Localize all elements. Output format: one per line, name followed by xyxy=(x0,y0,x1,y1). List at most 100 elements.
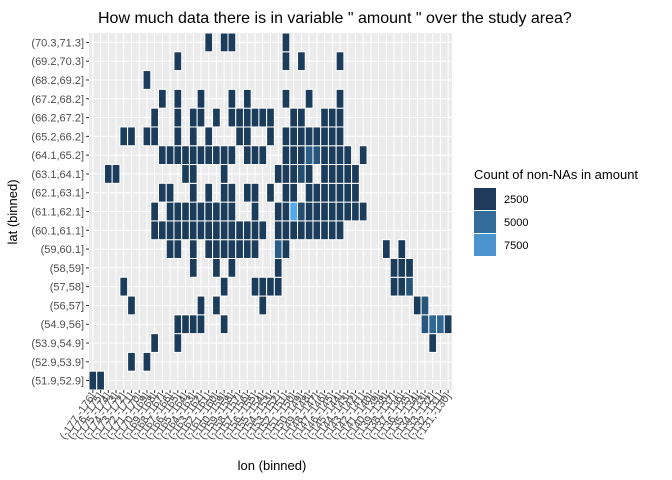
heatmap-tile xyxy=(273,276,283,297)
heatmap-tile xyxy=(281,88,291,109)
heatmap-tile xyxy=(312,220,322,241)
heatmap-tile xyxy=(219,145,229,166)
y-tick-label: (58,59] xyxy=(50,263,84,275)
heatmap-tile xyxy=(289,126,299,147)
heatmap-tile xyxy=(188,314,198,335)
heatmap-tile xyxy=(158,88,167,109)
legend-label: 2500 xyxy=(504,194,528,206)
heatmap-tile xyxy=(196,107,206,128)
heatmap-tile xyxy=(212,257,221,278)
heatmap-tile xyxy=(320,220,329,241)
heatmap-tile xyxy=(235,239,244,259)
heatmap-tile xyxy=(181,201,190,222)
heatmap-tile xyxy=(250,182,260,203)
heatmap-tile xyxy=(227,182,237,203)
heatmap-tile xyxy=(227,107,237,128)
heatmap-tile xyxy=(289,107,299,128)
heatmap-tile xyxy=(304,201,314,222)
heatmap-tile xyxy=(335,107,345,128)
heatmap-tile xyxy=(335,201,345,222)
chart-title: How much data there is in variable " amo… xyxy=(98,10,572,27)
heatmap-tile xyxy=(196,145,206,166)
heatmap-tile xyxy=(358,145,368,166)
heatmap-tile xyxy=(250,107,260,128)
heatmap-tile xyxy=(204,182,214,203)
x-axis-title: lon (binned) xyxy=(238,458,307,473)
heatmap-tile xyxy=(343,182,353,203)
heatmap-tile xyxy=(242,107,252,128)
heatmap-tile xyxy=(312,126,322,147)
heatmap-tile xyxy=(173,314,183,335)
heatmap-tile xyxy=(150,201,160,222)
heatmap-tile xyxy=(188,107,198,128)
legend: Count of non-NAs in amount 2500 5000 7500 xyxy=(474,167,638,256)
y-axis-ticks: (51.9,52.9] (52.9,53.9] (53.9,54.9] (54.9,5… xyxy=(31,37,89,388)
heatmap-tile xyxy=(297,51,306,72)
legend-label: 7500 xyxy=(504,240,528,252)
heatmap-tile xyxy=(327,201,337,222)
y-tick-label: (65.2,66.2] xyxy=(31,131,84,143)
heatmap-tile xyxy=(127,295,136,316)
heatmap-tile xyxy=(158,220,167,241)
heatmap-tile xyxy=(281,239,291,259)
heatmap-tile xyxy=(165,182,175,203)
heatmap-tile xyxy=(212,145,221,166)
heatmap-tile xyxy=(412,295,422,316)
heatmap-tile xyxy=(397,276,407,297)
heatmap-tile xyxy=(227,145,237,166)
heatmap-tile xyxy=(173,51,183,72)
heatmap-tile xyxy=(428,333,438,353)
heatmap-tile xyxy=(289,164,299,184)
heatmap-tile xyxy=(297,201,306,222)
heatmap-tile xyxy=(320,182,329,203)
heatmap-tile xyxy=(343,164,353,184)
heatmap-tile xyxy=(281,201,291,222)
heatmap-tile xyxy=(281,164,291,184)
heatmap-tile xyxy=(335,164,345,184)
heatmap-tile xyxy=(150,107,160,128)
heatmap-tile xyxy=(181,164,190,184)
heatmap-tile xyxy=(173,220,183,241)
x-axis-ticks: (-177,-176](-176,-175](-175,-174](-174,-… xyxy=(58,390,454,442)
heatmap-tile xyxy=(181,145,190,166)
y-tick-label: (53.9,54.9] xyxy=(31,338,84,350)
heatmap-tile xyxy=(289,220,299,241)
heatmap-tile xyxy=(242,220,252,241)
heatmap-tile xyxy=(204,145,214,166)
heatmap-tile xyxy=(297,126,306,147)
y-tick-label: (56,57] xyxy=(50,300,84,312)
y-tick-label: (67.2,68.2] xyxy=(31,94,84,106)
heatmap-tile xyxy=(266,182,275,203)
heatmap-tile xyxy=(428,314,438,335)
heatmap-tile xyxy=(405,257,414,278)
heatmap-tile xyxy=(219,201,229,222)
heatmap-tile xyxy=(281,126,291,147)
y-tick-label: (51.9,52.9] xyxy=(31,376,84,388)
y-tick-label: (61.1,62.1] xyxy=(31,207,84,219)
heatmap-tile xyxy=(389,276,399,297)
heatmap-tile xyxy=(227,257,237,278)
heatmap-tile xyxy=(281,145,291,166)
heatmap-tile xyxy=(219,314,229,335)
heatmap-tile xyxy=(327,220,337,241)
heatmap-tile xyxy=(173,201,183,222)
heatmap-tile xyxy=(327,182,337,203)
heatmap-tile xyxy=(297,145,306,166)
heatmap-tile xyxy=(188,201,198,222)
heatmap-tile xyxy=(242,182,252,203)
heatmap-tile xyxy=(327,107,337,128)
heatmap-tile xyxy=(258,295,268,316)
heatmap-tile xyxy=(212,220,221,241)
heatmap-tile xyxy=(119,126,129,147)
heatmap-tile xyxy=(420,295,430,316)
heatmap-tile xyxy=(250,276,260,297)
heatmap-tile xyxy=(212,295,221,316)
heatmap-tile xyxy=(235,126,244,147)
y-tick-label: (60.1,61.1] xyxy=(31,225,84,237)
heatmap-tile xyxy=(297,107,306,128)
heatmap-tile xyxy=(188,182,198,203)
heatmap-tile xyxy=(281,51,291,72)
heatmap-tile xyxy=(173,333,183,353)
heatmap-tile xyxy=(289,182,299,203)
heatmap-tile xyxy=(327,164,337,184)
